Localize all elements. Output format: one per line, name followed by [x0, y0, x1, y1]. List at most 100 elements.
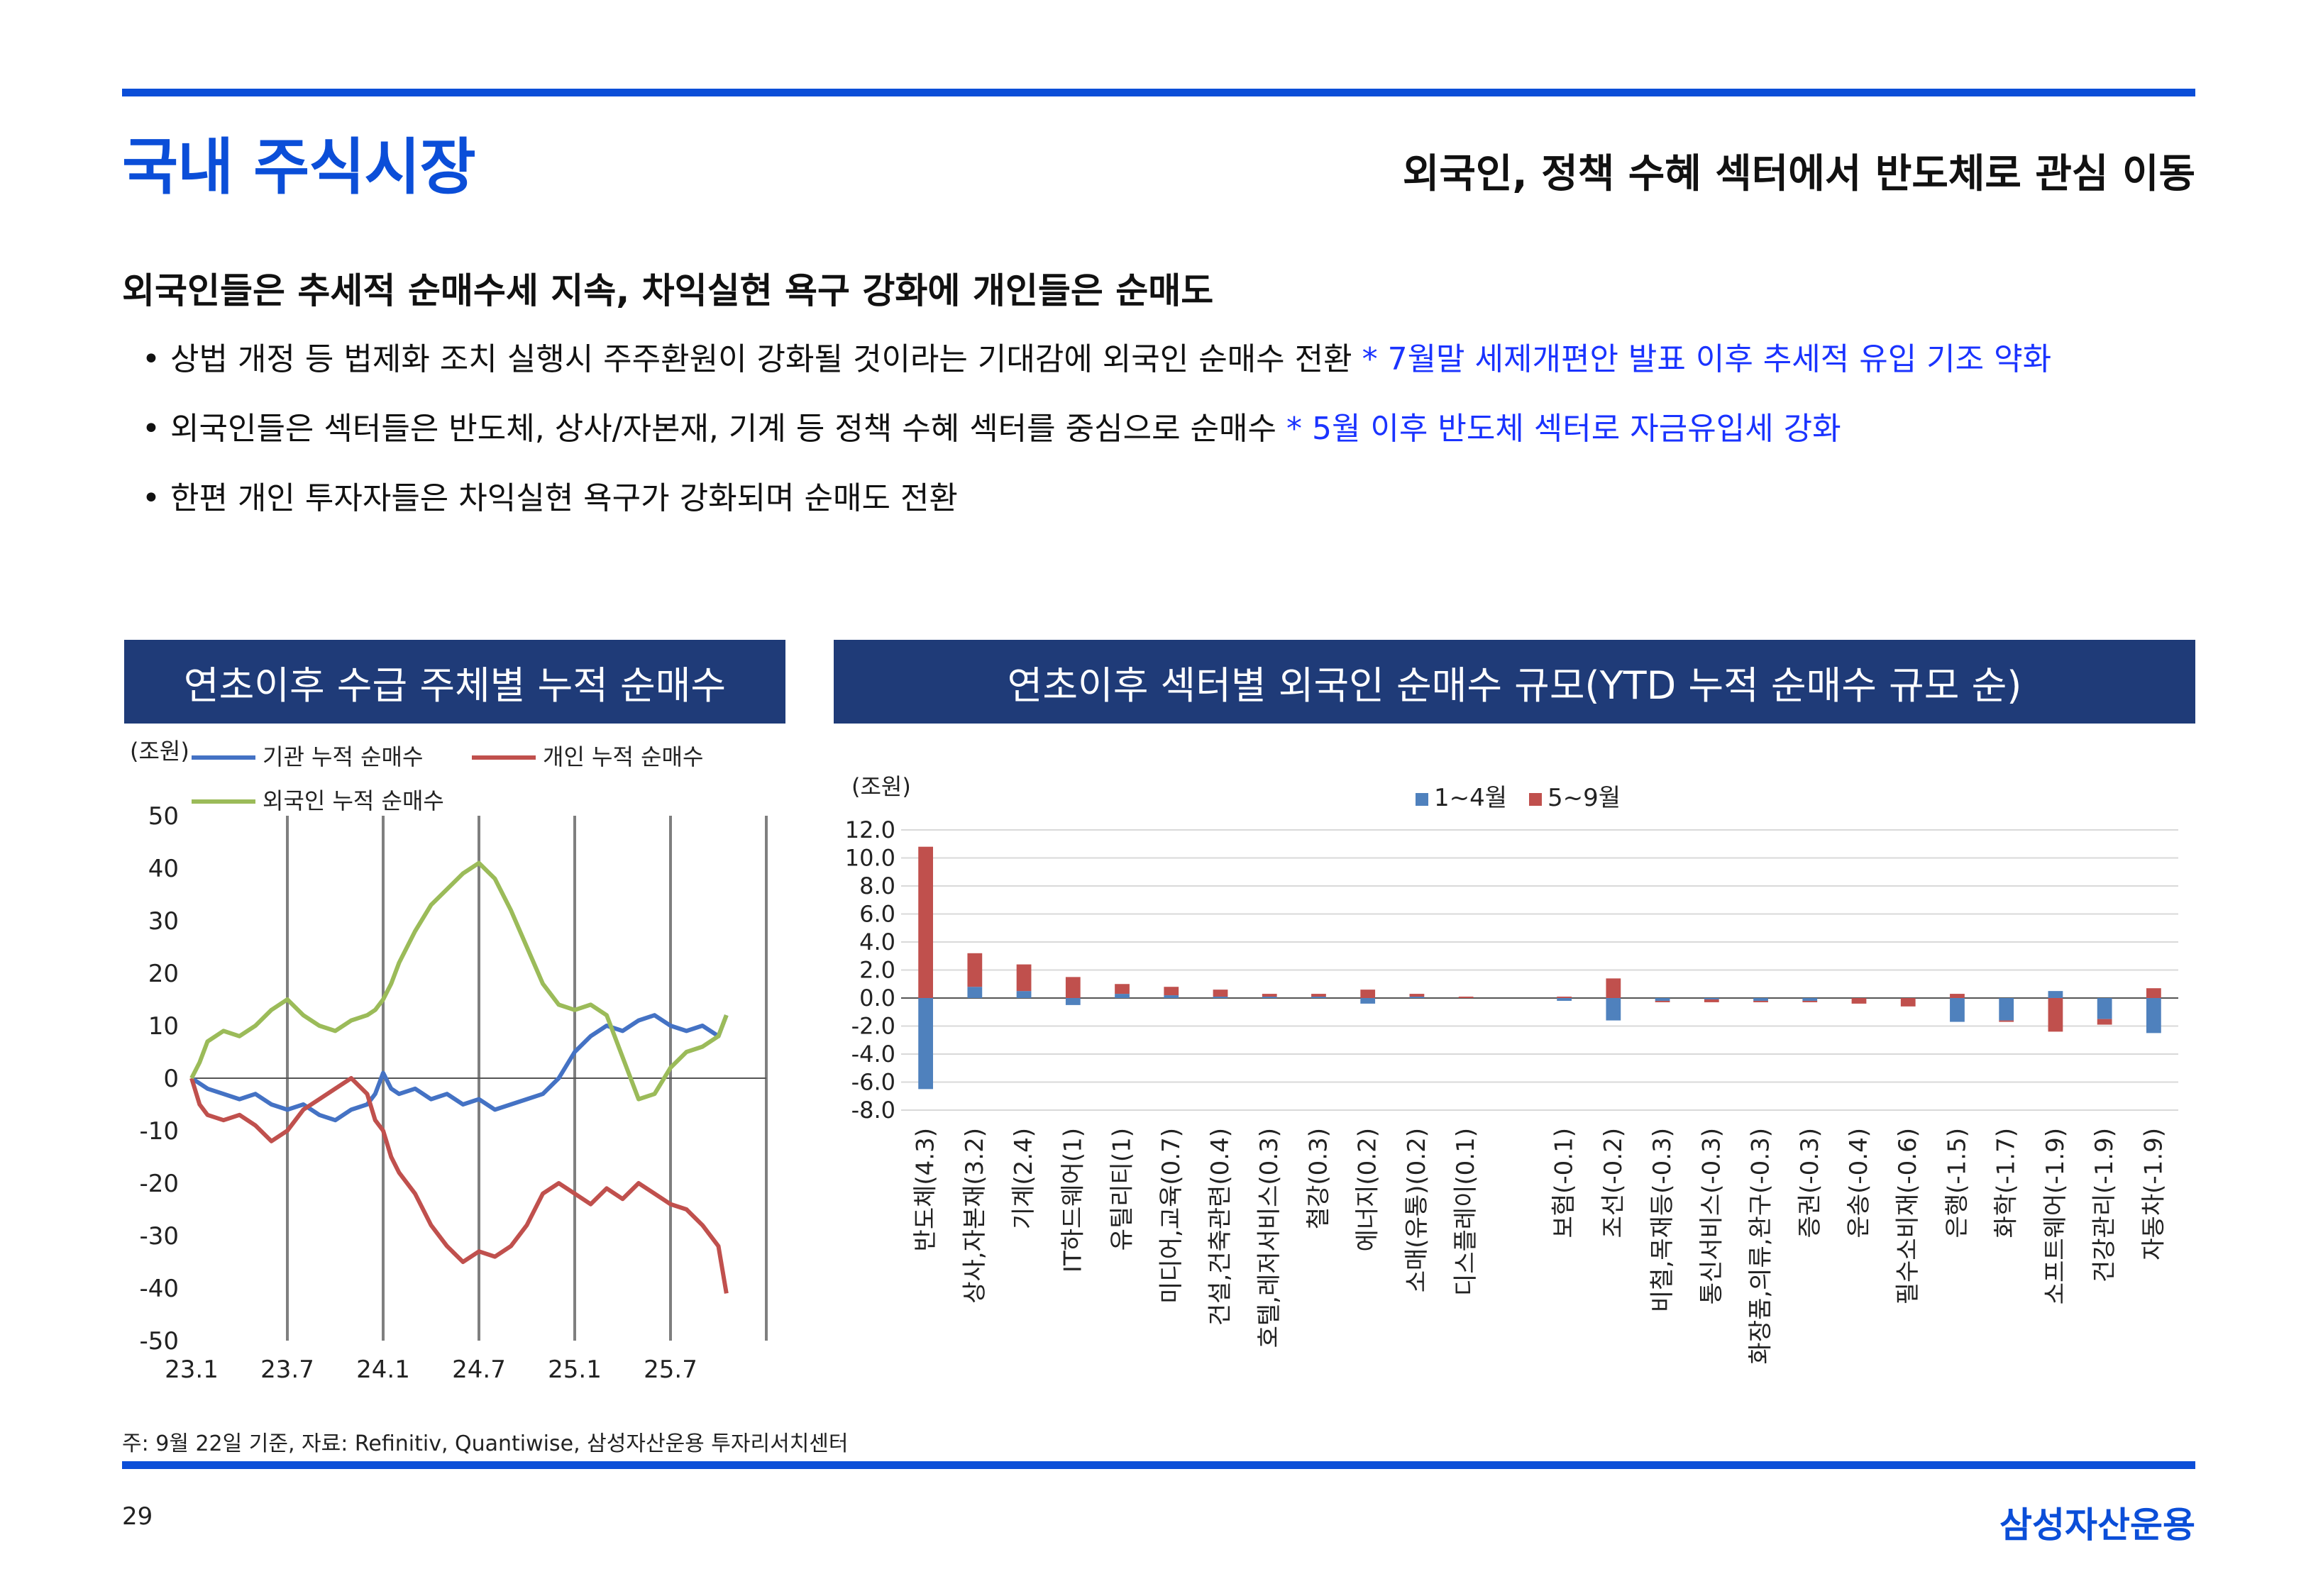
x-category-label: 화학(-1.7)	[1992, 1128, 2021, 1238]
bullet-marker: •	[142, 341, 160, 377]
y-tick-label: 10	[148, 1012, 179, 1041]
y-tick-label: -10	[139, 1117, 179, 1146]
bullet-marker: •	[142, 411, 160, 447]
bar	[1409, 997, 1425, 998]
x-tick-label: 23.1	[165, 1356, 219, 1384]
bar	[1606, 978, 1621, 998]
bar	[1802, 998, 1818, 1001]
x-category-label: 건강관리(-1.9)	[2090, 1128, 2119, 1282]
bar	[1802, 1000, 1818, 1002]
bullet-text: 한편 개인 투자자들은 차익실현 욕구가 강화되며 순매도 전환	[170, 480, 958, 516]
y-tick-label: -2.0	[851, 1013, 895, 1040]
bar	[1655, 1000, 1670, 1002]
y-tick-label: 6.0	[859, 901, 895, 928]
source-footnote: 주: 9월 22일 기준, 자료: Refinitiv, Quantiwise,…	[122, 1431, 849, 1456]
bar	[1753, 1000, 1768, 1002]
x-category-label: 비철,목재등(-0.3)	[1648, 1128, 1677, 1312]
x-tick-label: 24.1	[356, 1356, 410, 1384]
y-tick-label: -50	[139, 1327, 179, 1356]
legend-swatch	[1416, 793, 1428, 806]
series-line	[189, 1076, 729, 1294]
bar	[1213, 990, 1228, 997]
y-tick-label: 10.0	[845, 845, 895, 872]
x-tick-label: 23.7	[260, 1356, 314, 1384]
x-category-label: 통신서비스(-0.3)	[1697, 1128, 1726, 1304]
bullet-item: • 외국인들은 섹터들은 반도체, 상사/자본재, 기계 등 정책 수혜 섹터를 …	[142, 403, 1841, 448]
y-tick-label: 12.0	[845, 816, 895, 843]
bullet-text: 상법 개정 등 법제화 조치 실행시 주주환원이 강화될 것이라는 기대감에 외…	[170, 341, 1352, 377]
x-category-label: 미디어,교육(0.7)	[1157, 1128, 1186, 1304]
bar	[1213, 997, 1228, 998]
bullet-item: • 한편 개인 투자자들은 차익실현 욕구가 강화되며 순매도 전환	[142, 472, 958, 518]
x-category-label: 증권(-0.3)	[1796, 1128, 1824, 1238]
bar	[1115, 994, 1130, 998]
x-category-label: IT하드웨어(1)	[1059, 1128, 1087, 1273]
legend-swatch	[1529, 793, 1542, 806]
section-headline: 외국인들은 추세적 순매수세 지속, 차익실현 욕구 강화에 개인들은 순매도	[122, 270, 1214, 311]
series-line	[189, 860, 729, 1102]
bar	[1999, 1020, 2014, 1022]
x-category-label: 철강(0.3)	[1304, 1128, 1333, 1229]
y-tick-label: -40	[139, 1275, 179, 1303]
bar-chart: 12.010.08.06.04.02.00.0-2.0-4.0-6.0-8.0 (…	[845, 773, 2178, 1364]
bar	[1557, 997, 1572, 998]
bar	[1164, 987, 1179, 996]
bar	[1115, 984, 1130, 994]
x-category-label: 은행(-1.5)	[1943, 1128, 1971, 1238]
x-category-label: 운송(-0.4)	[1845, 1128, 1873, 1238]
legend-label: 외국인 누적 순매수	[263, 787, 444, 814]
bar	[1311, 994, 1326, 997]
legend-label: 기관 누적 순매수	[263, 743, 423, 770]
y-tick-label: -6.0	[851, 1069, 895, 1096]
x-category-label: 소매(유통)(0.2)	[1403, 1128, 1431, 1292]
y-tick-label: -20	[139, 1170, 179, 1198]
bar	[1016, 964, 1032, 992]
x-category-label: 화장품,의류,완구(-0.3)	[1747, 1128, 1775, 1364]
page-number: 29	[122, 1502, 153, 1531]
brand-logo: 삼성자산운용	[1999, 1504, 2195, 1546]
y-tick-label: 0.0	[859, 985, 895, 1012]
legend-label: 개인 누적 순매수	[543, 743, 703, 770]
bar	[1851, 998, 1867, 1004]
bar	[1557, 998, 1572, 1001]
bar	[2097, 1019, 2112, 1025]
bullet-note: * 7월말 세제개편안 발표 이후 추세적 유입 기조 약화	[1362, 341, 2052, 377]
bar	[967, 953, 983, 987]
x-tick-label: 24.7	[452, 1356, 506, 1384]
bar	[1655, 998, 1670, 1001]
bar	[1311, 997, 1326, 998]
series-line	[190, 1013, 729, 1123]
y-tick-label: -4.0	[851, 1041, 895, 1068]
x-category-label: 호텔,레저서비스(0.3)	[1255, 1128, 1284, 1348]
bar	[1753, 998, 1768, 1001]
x-category-label: 에너지(0.2)	[1354, 1128, 1382, 1251]
x-category-label: 상사,자본재(3.2)	[961, 1128, 989, 1304]
bar	[1950, 994, 1965, 998]
x-category-label: 유틸리티(1)	[1108, 1128, 1137, 1251]
x-tick-label: 25.7	[644, 1356, 697, 1384]
bottom-rule	[122, 1461, 2195, 1469]
bar	[2097, 998, 2112, 1019]
y-tick-label: 40	[148, 855, 179, 883]
y-tick-label: 20	[148, 960, 179, 988]
x-tick-label: 25.1	[548, 1356, 602, 1384]
y-tick-label: -8.0	[851, 1097, 895, 1124]
x-category-label: 필수소비재(-0.6)	[1894, 1128, 1922, 1304]
legend-label: 1~4월	[1434, 784, 1507, 812]
bar	[1458, 997, 1474, 998]
bar	[2146, 988, 2161, 998]
bar	[1409, 994, 1425, 997]
x-category-label: 디스플레이(0.1)	[1452, 1128, 1480, 1296]
x-category-label: 반도체(4.3)	[912, 1128, 940, 1251]
top-rule	[122, 89, 2195, 96]
right-chart-header: 연초이후 섹터별 외국인 순매수 규모(YTD 누적 순매수 규모 순)	[834, 640, 2195, 724]
x-category-label: 자동차(-1.9)	[2139, 1128, 2168, 1260]
page-subtitle: 외국인, 정책 수혜 섹터에서 반도체로 관심 이동	[1402, 151, 2195, 197]
y-tick-label: 2.0	[859, 957, 895, 984]
bar	[1950, 998, 1965, 1022]
bar	[1360, 998, 1376, 1004]
y-tick-label: 50	[148, 802, 179, 831]
y-tick-label: 30	[148, 907, 179, 936]
bar	[1360, 990, 1376, 998]
